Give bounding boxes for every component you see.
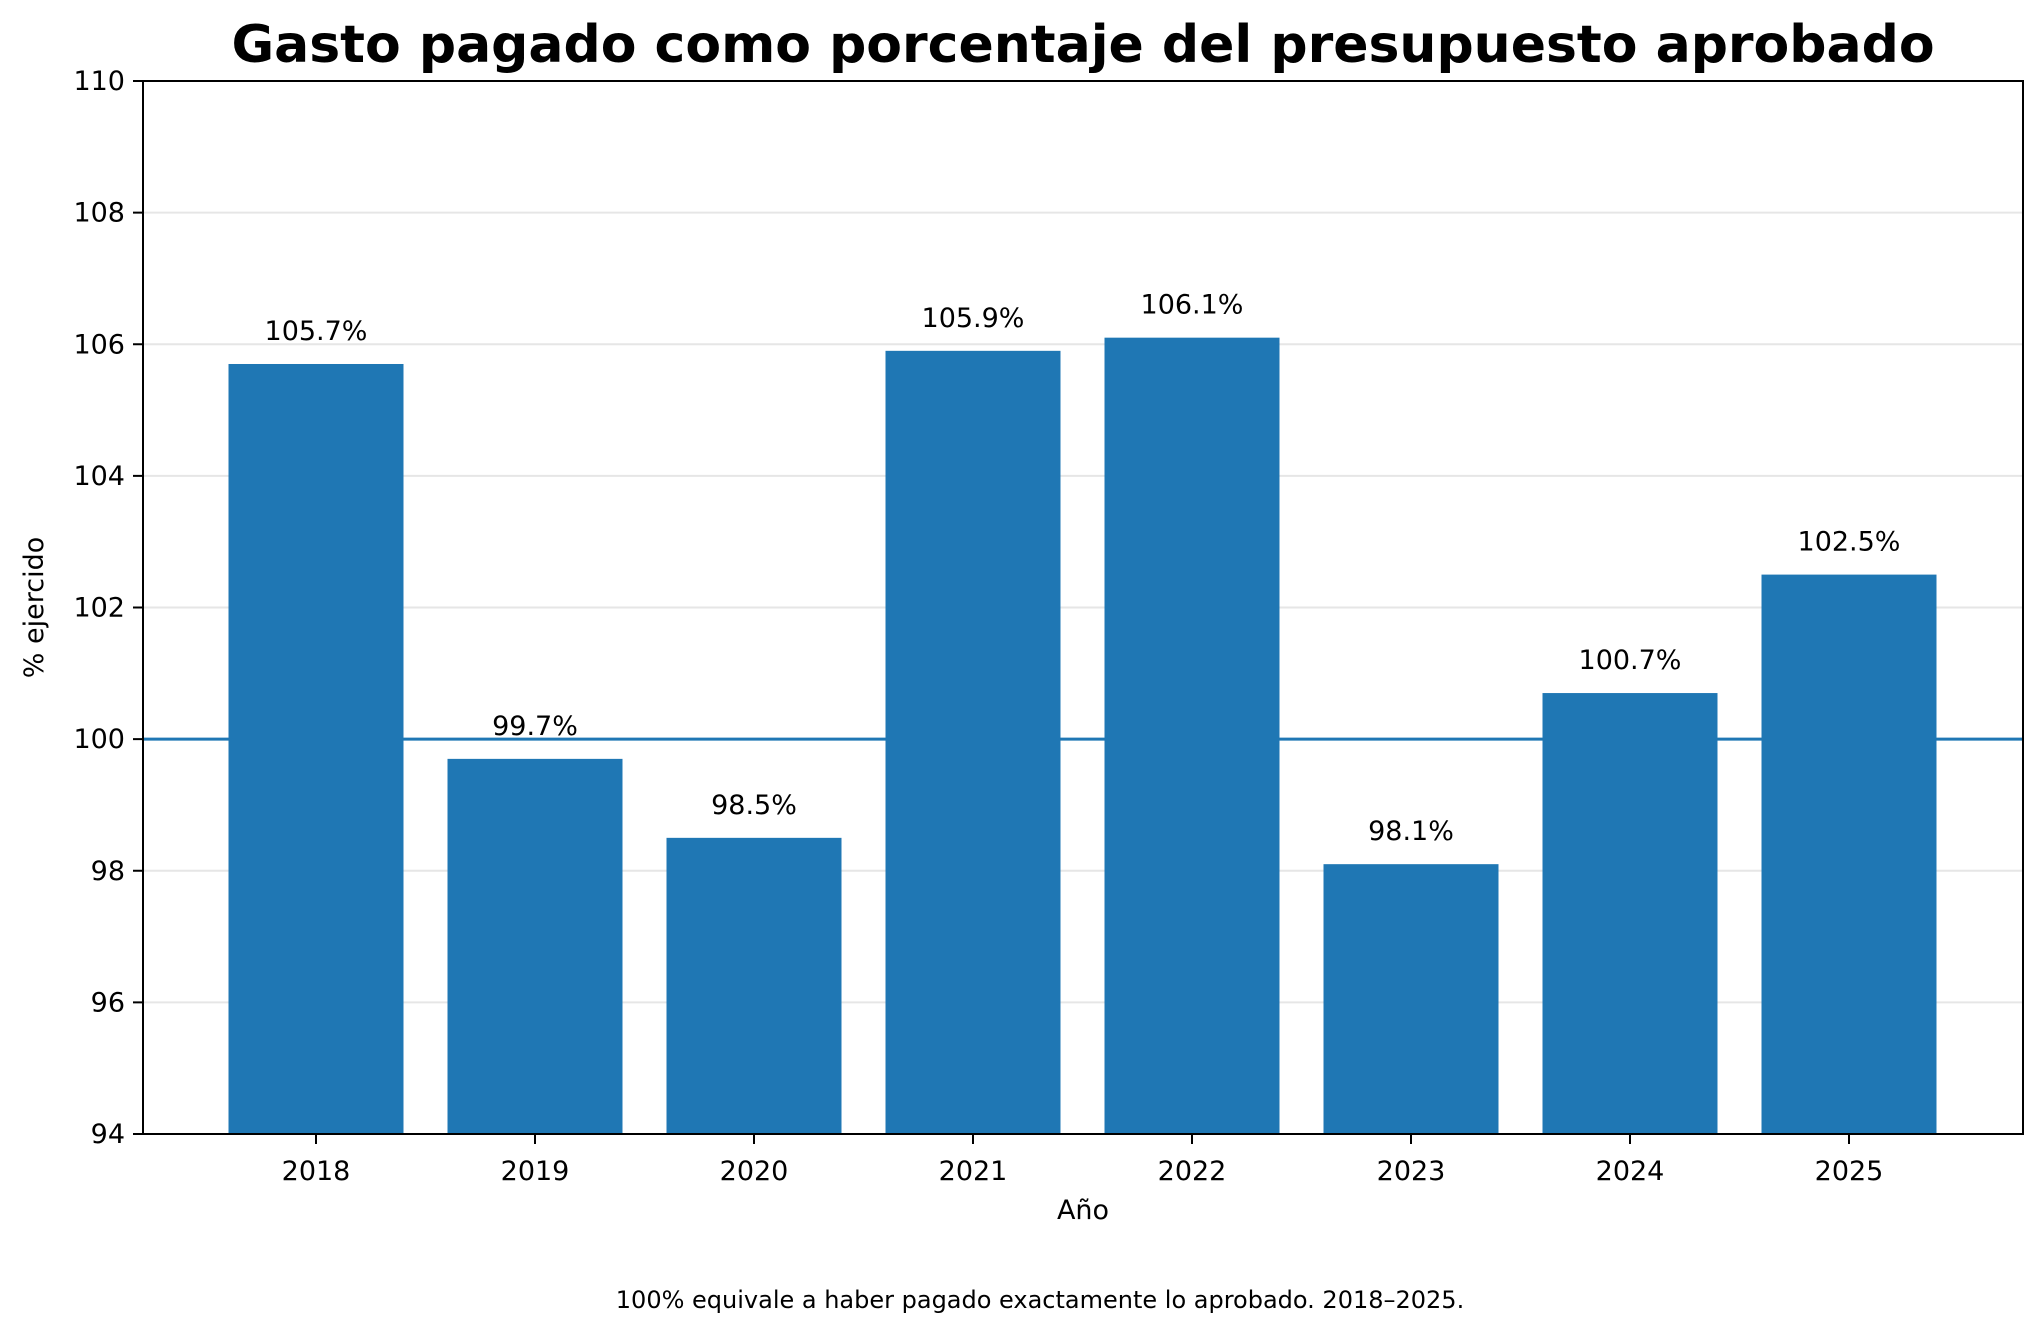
y-axis-label: % ejercido (19, 537, 50, 678)
y-tick-label: 110 (73, 66, 125, 97)
bar-2018 (228, 363, 404, 1134)
x-tick-label-2023: 2023 (1377, 1156, 1446, 1187)
x-tick-label-2020: 2020 (720, 1156, 789, 1187)
y-tick-label: 106 (73, 329, 125, 360)
x-tick-label-2022: 2022 (1158, 1156, 1227, 1187)
value-label-2023: 98.1% (1368, 816, 1454, 847)
value-label-2021: 105.9% (922, 303, 1025, 334)
value-label-2024: 100.7% (1579, 645, 1682, 676)
y-tick-label: 100 (73, 724, 125, 755)
x-tick-label-2018: 2018 (282, 1156, 351, 1187)
chart-title: Gasto pagado como porcentaje del presupu… (231, 15, 1934, 75)
value-label-2025: 102.5% (1798, 527, 1901, 558)
value-label-2020: 98.5% (711, 790, 797, 821)
y-tick-label: 94 (91, 1119, 125, 1150)
bar-2023 (1323, 864, 1499, 1134)
value-label-2019: 99.7% (492, 711, 578, 742)
chart-caption: 100% equivale a haber pagado exactamente… (616, 1286, 1464, 1314)
bar-2022 (1104, 337, 1280, 1134)
value-label-2018: 105.7% (265, 316, 368, 347)
bars (228, 337, 1937, 1134)
y-tick-label: 102 (73, 593, 125, 624)
y-tick-label: 104 (73, 461, 125, 492)
y-axis-ticks: 94 96 98 100 102 104 106 108 110 (73, 66, 143, 1150)
bar-2020 (666, 837, 842, 1134)
x-axis-ticks: 2018 2019 2020 2021 2022 2023 2024 2025 (282, 1134, 1884, 1187)
x-tick-label-2019: 2019 (501, 1156, 570, 1187)
x-tick-label-2025: 2025 (1815, 1156, 1884, 1187)
y-tick-label: 98 (91, 856, 125, 887)
value-labels: 105.7% 99.7% 98.5% 105.9% 106.1% 98.1% 100.7% 1… (265, 290, 1901, 848)
bar-2025 (1761, 574, 1937, 1134)
x-tick-label-2021: 2021 (939, 1156, 1008, 1187)
y-tick-label: 108 (73, 198, 125, 229)
grid-lines (143, 211, 2023, 1004)
bar-2021 (885, 350, 1061, 1134)
bar-2019 (447, 758, 623, 1134)
bar-2024 (1542, 693, 1718, 1134)
x-tick-label-2024: 2024 (1596, 1156, 1665, 1187)
y-tick-label: 96 (91, 987, 125, 1018)
value-label-2022: 106.1% (1141, 290, 1244, 321)
x-axis-label: Año (1057, 1195, 1109, 1226)
